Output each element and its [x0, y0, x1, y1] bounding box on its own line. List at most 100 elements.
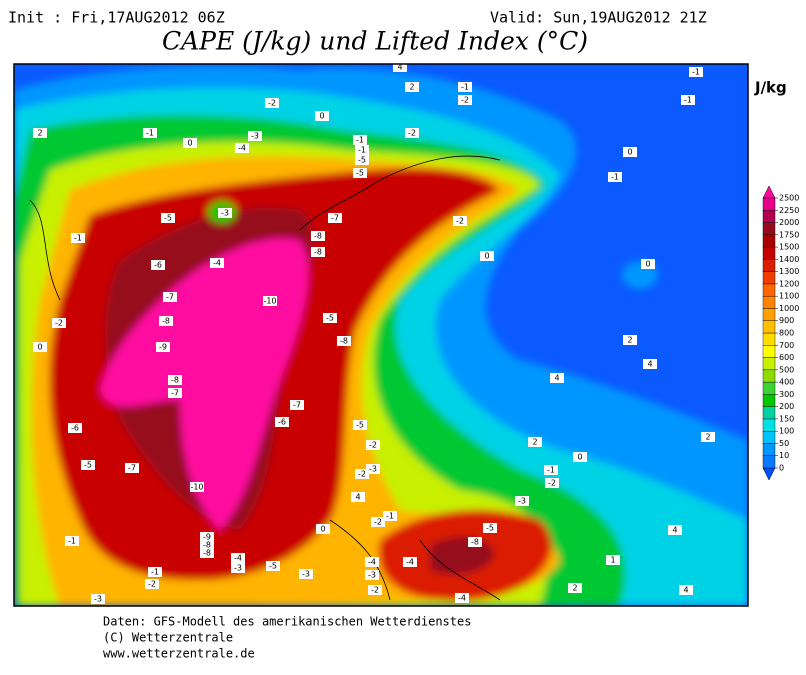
colorbar-segment	[762, 259, 776, 272]
colorbar-label: 200	[779, 402, 794, 411]
contour-label: -4	[458, 594, 466, 603]
contour-label-box	[263, 296, 277, 306]
colorbar-segment	[762, 246, 776, 260]
contour-label: -1	[611, 173, 619, 182]
contour-label-box	[231, 553, 245, 563]
colorbar-label: 1100	[779, 292, 799, 301]
contour-label: -10	[263, 297, 276, 306]
contour-label: -10	[190, 483, 203, 492]
contour-label-box	[480, 251, 494, 261]
contour-label-box	[71, 233, 85, 243]
contour-label-box	[365, 570, 379, 580]
contour-label: 1	[610, 556, 615, 565]
colorbar-segment	[762, 222, 776, 236]
colorbar-label: 600	[779, 353, 794, 362]
contour-label-box	[33, 342, 47, 352]
contour-label-box	[163, 292, 177, 302]
contour-label-box	[328, 213, 342, 223]
colorbar-segment	[762, 295, 776, 309]
contour-label-box	[458, 95, 472, 105]
colorbar-label: 1200	[779, 279, 799, 288]
contour-label: -4	[234, 554, 242, 563]
contour-label-box	[679, 585, 693, 595]
contour-label: -6	[71, 424, 79, 433]
colorbar-label: 0	[779, 464, 784, 473]
contour-label-box	[265, 98, 279, 108]
contour-label-box	[151, 260, 165, 270]
contour-label: 4	[397, 63, 402, 72]
contour-label: -1	[68, 537, 76, 546]
contour-label-box	[453, 216, 467, 226]
contour-label-box	[668, 525, 682, 535]
contour-label-box	[365, 557, 379, 567]
contour-label: -3	[251, 132, 259, 141]
contour-label-box	[641, 259, 655, 269]
contour-label: 0	[627, 148, 632, 157]
colorbar-segment	[762, 332, 776, 346]
contour-label: -2	[456, 217, 464, 226]
colorbar-label: 400	[779, 378, 794, 387]
colorbar-label: 2500	[779, 194, 799, 203]
contour-label: -9	[203, 533, 211, 542]
contour-label: -8	[203, 549, 211, 558]
contour-label: -1	[461, 83, 469, 92]
contour-label: -8	[471, 538, 479, 547]
colorbar-label: 1500	[779, 243, 799, 252]
colorbar-label: 10	[779, 451, 789, 460]
contour-label-box	[91, 594, 105, 604]
contour-label: -5	[356, 169, 364, 178]
contour-label: -4	[406, 558, 414, 567]
contour-label-box	[266, 561, 280, 571]
contour-label: -2	[268, 99, 276, 108]
contour-label: -5	[358, 156, 366, 165]
colorbar: 0 10 50 100 150 200 300 400 500 600 700 800 900 1000 1…	[762, 185, 799, 481]
contour-label: -2	[408, 129, 416, 138]
contour-label-box	[275, 417, 289, 427]
contour-label: 0	[645, 260, 650, 269]
map-title: CAPE (J/kg) und Lifted Index (°C)	[162, 27, 588, 56]
contour-label: -6	[278, 418, 286, 427]
contour-label: -3	[369, 465, 377, 474]
contour-label: -2	[461, 96, 469, 105]
contour-label: -1	[684, 96, 692, 105]
colorbar-label: 900	[779, 316, 794, 325]
colorbar-label: 100	[779, 427, 794, 436]
contour-label-box	[168, 375, 182, 385]
legend-unit: J/kg	[754, 79, 787, 97]
contour-label: 2	[37, 129, 42, 138]
contour-label-box	[623, 147, 637, 157]
contour-label: -4	[213, 259, 221, 268]
contour-label-box	[701, 432, 715, 442]
colorbar-cap	[762, 467, 776, 481]
contour-label: -1	[74, 234, 82, 243]
contour-label: 0	[320, 525, 325, 534]
contour-label-box	[405, 82, 419, 92]
contour-label-box	[643, 359, 657, 369]
contour-label-box	[366, 440, 380, 450]
contour-label: -8	[314, 248, 322, 257]
colorbar-label: 800	[779, 329, 794, 338]
contour-label: 0	[577, 453, 582, 462]
contour-label-box	[148, 567, 162, 577]
footer-line: www.wetterzentrale.de	[103, 647, 255, 661]
contour-label-box	[299, 569, 313, 579]
contour-label-box	[681, 95, 695, 105]
colorbar-label: 300	[779, 390, 794, 399]
footer-line: Daten: GFS-Modell des amerikanischen Wet…	[103, 615, 471, 629]
footer-line: (C) Wetterzentrale	[103, 631, 233, 645]
colorbar-label: 150	[779, 414, 794, 423]
contour-label-box	[200, 548, 214, 558]
contour-label: -1	[151, 568, 159, 577]
contour-label: -8	[340, 337, 348, 346]
contour-label: -7	[171, 389, 179, 398]
contour-label-box	[315, 111, 329, 121]
contour-label-box	[210, 258, 224, 268]
contour-label-box	[405, 128, 419, 138]
contour-label: 2	[705, 433, 710, 442]
contour-label-box	[355, 155, 369, 165]
contour-label-box	[544, 465, 558, 475]
colorbar-label: 1400	[779, 255, 799, 264]
contour-label-box	[161, 213, 175, 223]
contour-label: -8	[314, 232, 322, 241]
